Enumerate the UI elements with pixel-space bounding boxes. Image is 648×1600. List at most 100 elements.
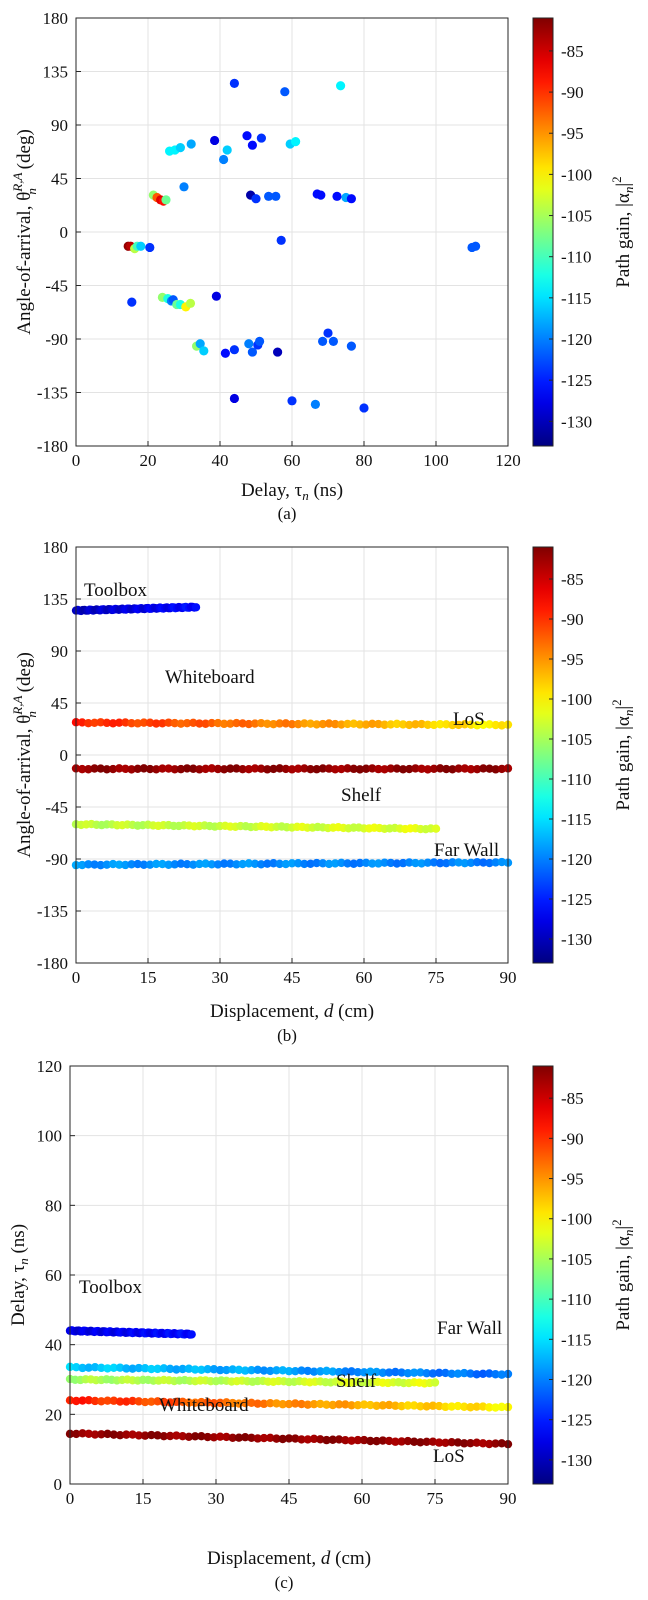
series-point (429, 858, 439, 867)
data-point (195, 339, 205, 349)
series-point (115, 860, 124, 869)
colorbar-tick-label: -120 (561, 1371, 592, 1390)
series-point (115, 1363, 125, 1372)
series-point (108, 719, 118, 728)
series-point (322, 1435, 331, 1445)
data-point (271, 191, 281, 201)
series-point (353, 1401, 363, 1410)
data-point (127, 297, 137, 307)
y-tick-label: 45 (51, 694, 68, 713)
series-point (109, 1363, 119, 1373)
series-point (331, 765, 340, 774)
series-point (392, 719, 402, 729)
series-point (441, 1368, 450, 1378)
series-point (380, 765, 389, 774)
series-point (337, 764, 346, 774)
series-point (442, 858, 451, 868)
series-point (253, 1399, 262, 1408)
series-point (497, 1370, 506, 1379)
series-point (417, 859, 426, 868)
series-point (197, 1431, 206, 1441)
series-point (287, 719, 297, 729)
series-point (435, 858, 445, 868)
series-point (453, 1438, 463, 1447)
series-point (147, 1364, 156, 1374)
series-point (158, 764, 167, 773)
series-point (355, 720, 365, 729)
series-point (215, 1365, 225, 1375)
series-point (103, 1364, 112, 1373)
series-point (219, 859, 229, 868)
series-point (485, 720, 494, 729)
series-point (244, 859, 253, 868)
series-point (341, 1435, 350, 1445)
series-point (266, 1399, 275, 1408)
series-point (491, 858, 500, 867)
series-point (341, 1400, 350, 1409)
series-point (247, 1365, 256, 1375)
series-point (203, 1398, 212, 1407)
series-point (275, 859, 284, 869)
series-point (380, 720, 389, 729)
series-point (417, 719, 426, 729)
series-point (397, 1401, 406, 1411)
series-point (153, 1364, 162, 1374)
y-tick-label: 45 (51, 170, 68, 189)
series-point (454, 720, 463, 730)
series-point (228, 1433, 237, 1443)
series-point (145, 860, 155, 869)
series-point (331, 719, 340, 729)
series-point (309, 1367, 319, 1376)
series-point (416, 1368, 425, 1377)
series-point (228, 1398, 237, 1408)
y-tick-label: 0 (60, 223, 69, 242)
series-point (189, 764, 198, 773)
series-point (253, 1365, 262, 1374)
series-point (479, 720, 488, 729)
data-layer (123, 78, 481, 413)
series-point (189, 718, 198, 727)
panel-caption: (a) (278, 504, 297, 523)
series-point (128, 1396, 137, 1406)
series-point (303, 1366, 312, 1376)
series-point (322, 1400, 331, 1409)
series-point (215, 1432, 225, 1441)
x-tick-label: 15 (135, 1489, 152, 1508)
series-point (122, 1397, 131, 1406)
series-point (90, 1430, 100, 1439)
x-tick-label: 45 (284, 968, 301, 987)
y-tick-label: 100 (37, 1127, 63, 1146)
series-point (409, 1401, 419, 1410)
data-point (229, 78, 239, 88)
series-point (416, 1402, 425, 1411)
data-point (256, 133, 266, 143)
series-point (312, 720, 321, 729)
data-point (199, 346, 209, 356)
series-point (272, 1399, 281, 1408)
y-tick-label: -180 (37, 437, 68, 456)
data-point (229, 393, 239, 404)
y-tick-label: -45 (45, 798, 68, 817)
series-point (97, 1363, 106, 1373)
series-point (250, 764, 260, 773)
series-point (303, 1435, 312, 1444)
y-tick-label: 40 (45, 1336, 62, 1355)
series-point (434, 1438, 444, 1447)
series-point (201, 719, 210, 728)
series-point (90, 1363, 100, 1372)
y-tick-label: 80 (45, 1196, 62, 1215)
series-point (232, 860, 241, 869)
series-point (429, 720, 439, 730)
series-point (232, 718, 241, 728)
series-point (195, 765, 204, 774)
series-point (97, 1430, 106, 1439)
colorbar-tick-label: -85 (561, 1089, 584, 1108)
data-point (471, 241, 481, 251)
series-point (182, 860, 192, 869)
x-tick-label: 75 (428, 968, 445, 987)
series-point (122, 1364, 131, 1373)
series-point (121, 860, 130, 870)
series-point (284, 1434, 294, 1443)
series-point (90, 764, 99, 773)
series-point (207, 860, 216, 869)
